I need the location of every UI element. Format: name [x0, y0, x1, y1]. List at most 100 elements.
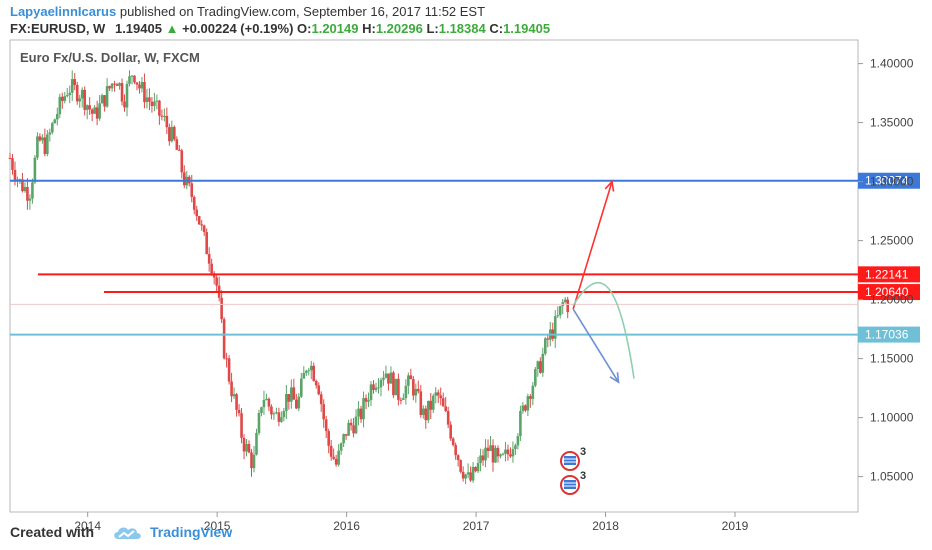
candle-body — [558, 305, 562, 316]
candle-body — [384, 373, 388, 378]
candle-body — [541, 353, 545, 373]
candle-body — [529, 396, 532, 399]
tradingview-brand-link[interactable]: TradingView — [150, 524, 233, 540]
candle-body — [369, 384, 373, 401]
price-tick-label: 1.20000 — [870, 293, 914, 307]
candle-body — [486, 447, 490, 451]
candle-body — [324, 419, 328, 432]
candle-body — [319, 394, 323, 405]
candle-body — [58, 96, 62, 115]
candle-body — [481, 455, 485, 461]
candle-body — [407, 375, 410, 386]
candle-body — [252, 454, 256, 469]
candle-body — [299, 378, 303, 397]
open-value: 1.20149 — [311, 21, 359, 36]
chart-pane-border — [9, 39, 859, 513]
candle-body — [115, 84, 119, 86]
candle-body — [347, 422, 350, 436]
candle-body — [168, 127, 171, 142]
candle-body — [143, 81, 146, 103]
time-axis[interactable]: 2014 2015 2016 2017 2018 2019 — [74, 512, 749, 533]
time-tick-label: 2014 — [74, 519, 101, 533]
candle-body — [78, 98, 82, 102]
candle-body — [138, 84, 141, 89]
price-axis[interactable]: 1.40000 1.35000 1.30000 1.25000 1.20000 1.150… — [858, 57, 914, 484]
candle-body — [160, 115, 164, 117]
candle-body — [90, 109, 94, 114]
candle-body — [344, 434, 348, 436]
candle-body — [202, 225, 206, 233]
close-value: 1.19405 — [503, 21, 551, 36]
candle-body — [314, 380, 318, 386]
candle-body — [491, 445, 495, 463]
candle-body — [479, 455, 482, 464]
candle-body — [297, 396, 301, 409]
candle-body — [426, 400, 430, 421]
candle-body — [352, 425, 355, 434]
candle-body — [133, 75, 136, 83]
level-price-tag — [858, 326, 920, 343]
candle-body — [516, 436, 520, 446]
candle-body — [41, 137, 44, 141]
candle-body — [100, 95, 104, 104]
candle-body — [280, 417, 283, 422]
candle-body — [511, 449, 515, 457]
candle-body — [26, 187, 29, 201]
forecast-curve[interactable] — [572, 281, 635, 379]
candle-body — [429, 400, 433, 410]
candle-body — [379, 379, 383, 388]
publish-line: LapyaelinnIcarus published on TradingVie… — [10, 3, 910, 20]
candle-body — [170, 126, 174, 142]
candle-body — [417, 388, 420, 392]
event-badge-2[interactable]: 3 — [558, 470, 586, 499]
candle-body — [267, 398, 271, 407]
candle-body — [454, 445, 457, 456]
close-label: C: — [489, 21, 504, 36]
candle-body — [88, 105, 91, 110]
high-label: H: — [362, 21, 376, 36]
candle-body — [421, 408, 425, 415]
candle-body — [419, 391, 423, 415]
candle-body — [514, 445, 517, 450]
candle-body — [402, 398, 405, 400]
candle-body — [337, 450, 340, 465]
candle-body — [277, 412, 281, 422]
candle-body — [105, 86, 109, 107]
forecast-arrow-2[interactable] — [572, 308, 620, 383]
author-link[interactable]: LapyaelinnIcarus — [10, 4, 117, 19]
time-tick-label: 2017 — [463, 519, 490, 533]
symbol-line: FX:EURUSD, W 1.19405 ▲ +0.00224 (+0.19%)… — [10, 20, 910, 37]
time-tick-label: 2016 — [333, 519, 360, 533]
price-change: +0.00224 (+0.19%) — [182, 21, 294, 36]
candle-body — [178, 149, 181, 151]
candle-body — [275, 412, 278, 414]
candle-body — [526, 396, 530, 411]
badge-count: 3 — [580, 446, 587, 458]
candle-body — [389, 372, 393, 384]
candle-body — [531, 385, 535, 399]
candle-body — [130, 75, 134, 77]
level-price-tag — [858, 284, 920, 301]
candle-body — [51, 123, 54, 133]
candle-body — [215, 277, 218, 286]
candle-body — [212, 273, 216, 278]
candle-body — [245, 443, 248, 452]
candle-body — [255, 432, 258, 455]
candle-body — [382, 377, 385, 380]
forecast-arrow-head — [604, 179, 615, 192]
candle-body — [357, 408, 360, 417]
candle-body — [494, 447, 497, 463]
candle-body — [242, 437, 246, 452]
candle-body — [444, 406, 448, 412]
candle-body — [372, 384, 375, 390]
candle-body — [506, 449, 510, 455]
event-badge-1[interactable]: 3 — [558, 446, 587, 475]
candle-body — [354, 416, 358, 434]
candle-body — [270, 406, 273, 415]
forecast-arrow-1[interactable] — [572, 181, 613, 310]
price-tick-label: 1.05000 — [870, 470, 914, 484]
candle-body — [471, 466, 475, 481]
candle-body — [521, 405, 525, 412]
candle-body — [95, 107, 99, 119]
